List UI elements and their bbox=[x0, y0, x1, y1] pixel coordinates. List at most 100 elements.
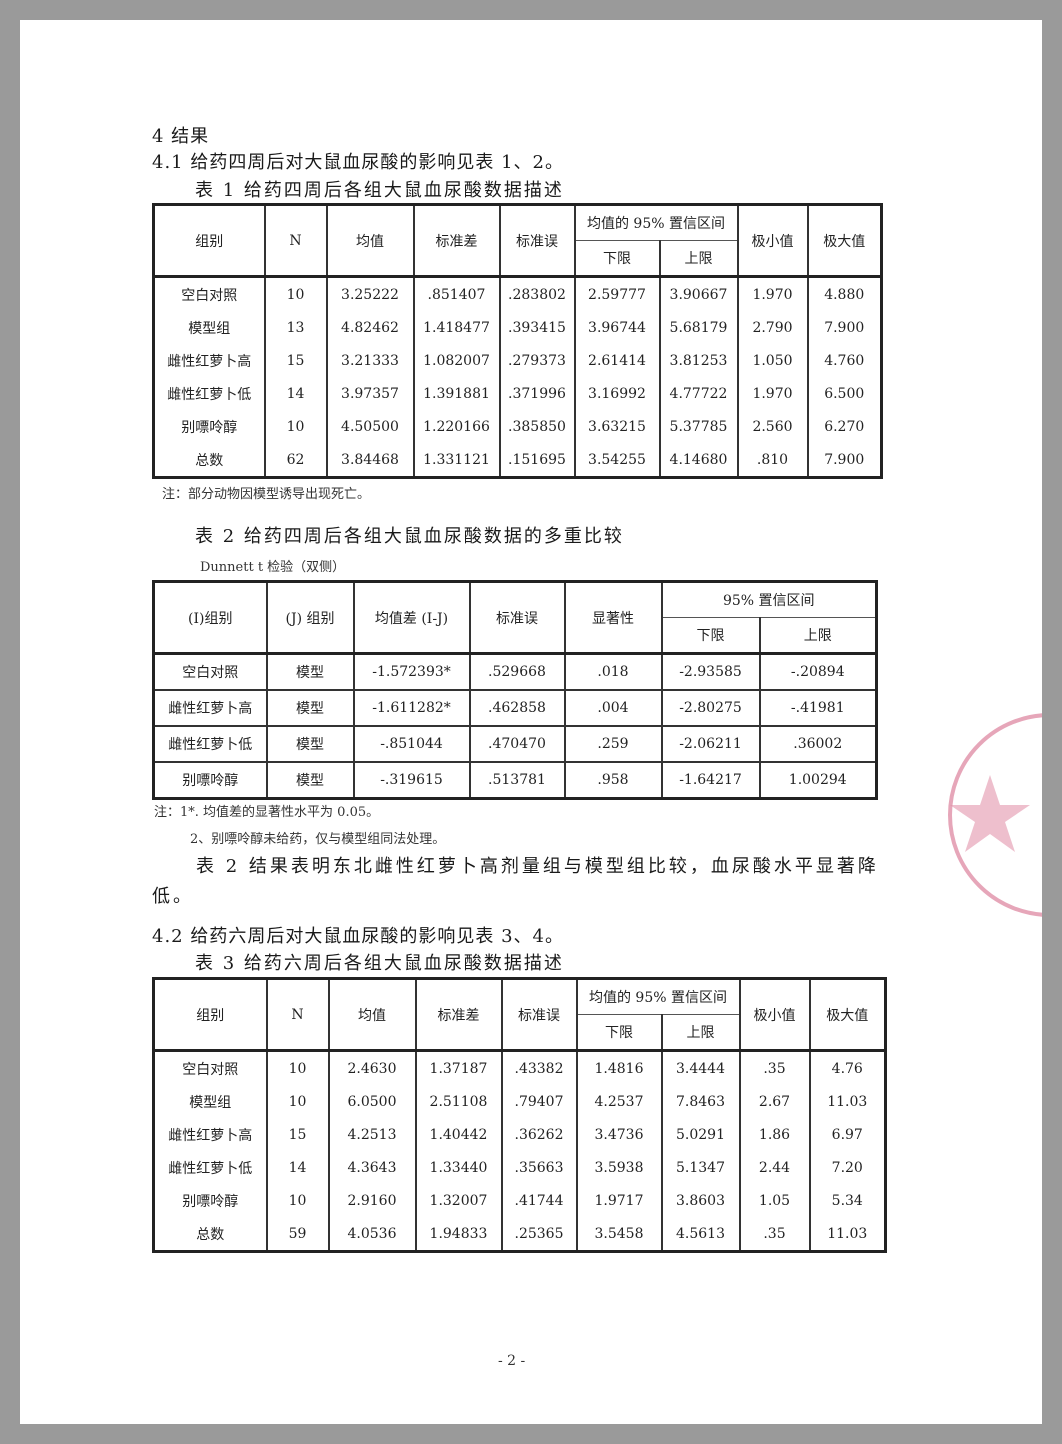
body-cell: 模型 bbox=[265, 725, 355, 762]
header-cell: 标准误 bbox=[468, 581, 566, 655]
data-table: 组别 N 均值 标准差 标准误 均值的 95% 置信区间 极小值 极大值 下限 上限 空白对照 10 3… bbox=[152, 203, 883, 479]
body-cell: 15 bbox=[263, 344, 328, 377]
body-cell: .25365 bbox=[500, 1217, 578, 1252]
body-cell: -.851044 bbox=[352, 725, 471, 762]
header-row: 组别 N 均值 标准差 标准误 均值的 95% 置信区间 极小值 极大值 bbox=[152, 204, 883, 278]
body-cell: 1.37187 bbox=[414, 1050, 503, 1085]
body-cell: 14 bbox=[265, 1151, 330, 1184]
body-cell: 别嘌呤醇 bbox=[152, 410, 266, 443]
body-row: 别嘌呤醇 模型 -.319615.513781.958 -1.64217 1.00294 bbox=[152, 761, 878, 799]
body-cell: 7.900 bbox=[806, 443, 883, 478]
body-row: 雌性红萝卜高 15 3.21333 1.082007.279373 2.61414 3.8… bbox=[152, 344, 883, 377]
paragraph: 表 2 结果表明东北雌性红萝卜高剂量组与模型组比较，血尿酸水平显著降低。 bbox=[152, 856, 879, 907]
body-cell: 3.21333 bbox=[325, 344, 415, 377]
body-cell: 3.4736 bbox=[575, 1118, 663, 1151]
body-cell: .004 bbox=[563, 689, 663, 726]
body-cell: 3.90667 bbox=[658, 276, 739, 311]
body-cell: .393415 bbox=[498, 311, 576, 344]
body-row: 模型组 13 4.82462 1.418477.393415 3.96744 5.6817… bbox=[152, 311, 883, 344]
header-cell: 标准误 bbox=[498, 204, 576, 278]
header-cell: 标准误 bbox=[500, 978, 578, 1052]
body-row: 总数 59 4.0536 1.94833.25365 3.5458 4.5613.35 11… bbox=[152, 1217, 887, 1252]
body-cell: 2.790 bbox=[736, 311, 809, 344]
body-cell: 4.76 bbox=[808, 1050, 887, 1085]
body-cell: 雌性红萝卜低 bbox=[152, 1151, 268, 1184]
body-cell: 2.61414 bbox=[573, 344, 661, 377]
body-cell: .36262 bbox=[500, 1118, 578, 1151]
body-cell: 2.67 bbox=[738, 1085, 811, 1118]
body-cell: .283802 bbox=[498, 276, 576, 311]
header-cell: 显著性 bbox=[563, 581, 663, 655]
header-cell: 95% 置信区间 bbox=[660, 581, 878, 618]
page-number: - 2 - bbox=[498, 1353, 526, 1369]
body-row: 模型组 10 6.0500 2.51108.79407 4.2537 7.8463 2.67… bbox=[152, 1085, 887, 1118]
body-cell: 2.51108 bbox=[414, 1085, 503, 1118]
table-head: 组别 N 均值 标准差 标准误 均值的 95% 置信区间 极小值 极大值 下限 上限 bbox=[152, 204, 883, 278]
header-cell: 组别 bbox=[152, 204, 266, 278]
body-cell: 1.86 bbox=[738, 1118, 811, 1151]
body-cell: 雌性红萝卜高 bbox=[152, 1118, 268, 1151]
body-cell: 10 bbox=[265, 1050, 330, 1085]
body-cell: 1.40442 bbox=[414, 1118, 503, 1151]
header-cell: 下限 bbox=[575, 1014, 663, 1052]
header-cell: N bbox=[263, 204, 328, 278]
table-note: 注：1*. 均值差的显著性水平为 0.05。 bbox=[154, 805, 380, 820]
body-cell: 别嘌呤醇 bbox=[152, 1184, 268, 1217]
table-caption: 表 2 给药四周后各组大鼠血尿酸数据的多重比较 bbox=[195, 526, 624, 547]
stamp-ring bbox=[948, 713, 1042, 917]
body-cell: -2.93585 bbox=[660, 652, 761, 690]
body-cell: 4.77722 bbox=[658, 377, 739, 410]
body-cell: 雌性红萝卜低 bbox=[152, 377, 266, 410]
header-cell: N bbox=[265, 978, 330, 1052]
body-cell: 4.760 bbox=[806, 344, 883, 377]
body-cell: 4.3643 bbox=[327, 1151, 417, 1184]
body-cell: 空白对照 bbox=[152, 276, 266, 311]
body-cell: 3.54255 bbox=[573, 443, 661, 478]
body-cell: 3.5458 bbox=[575, 1217, 663, 1252]
body-row: 空白对照 10 3.25222.851407.283802 2.59777 3.9066… bbox=[152, 276, 883, 311]
body-cell: -1.64217 bbox=[660, 761, 761, 799]
body-cell: 5.0291 bbox=[660, 1118, 741, 1151]
header-cell: 极小值 bbox=[738, 978, 811, 1052]
body-row: 空白对照 10 2.4630 1.37187.43382 1.4816 3.4444.35… bbox=[152, 1050, 887, 1085]
body-cell: .851407 bbox=[412, 276, 501, 311]
body-cell: .371996 bbox=[498, 377, 576, 410]
body-cell: 1.391881 bbox=[412, 377, 501, 410]
body-row: 别嘌呤醇 10 2.9160 1.32007.41744 1.9717 3.8603 1.0… bbox=[152, 1184, 887, 1217]
body-cell: 1.050 bbox=[736, 344, 809, 377]
header-cell: 极大值 bbox=[806, 204, 883, 278]
body-cell: 3.63215 bbox=[573, 410, 661, 443]
body-cell: .35663 bbox=[500, 1151, 578, 1184]
header-row: 组别 N 均值 标准差 标准误 均值的 95% 置信区间 极小值 极大值 bbox=[152, 978, 887, 1052]
body-cell: 6.0500 bbox=[327, 1085, 417, 1118]
header-cell: 均值的 95% 置信区间 bbox=[573, 204, 739, 241]
table-subtitle: Dunnett t 检验（双侧） bbox=[200, 560, 346, 575]
body-cell: 1.970 bbox=[736, 276, 809, 311]
body-cell: .462858 bbox=[468, 689, 566, 726]
body-cell: 1.970 bbox=[736, 377, 809, 410]
body-cell: 2.9160 bbox=[327, 1184, 417, 1217]
body-cell: 4.880 bbox=[806, 276, 883, 311]
body-cell: .385850 bbox=[498, 410, 576, 443]
body-cell: 4.0536 bbox=[327, 1217, 417, 1252]
body-cell: 别嘌呤醇 bbox=[152, 761, 268, 799]
body-cell: 总数 bbox=[152, 1217, 268, 1252]
header-cell: 上限 bbox=[758, 617, 878, 655]
body-cell: .018 bbox=[563, 652, 663, 690]
body-cell: 3.8603 bbox=[660, 1184, 741, 1217]
body-cell: 1.220166 bbox=[412, 410, 501, 443]
body-cell: 1.00294 bbox=[758, 761, 878, 799]
body-cell: 雌性红萝卜低 bbox=[152, 725, 268, 762]
section-title: 4.1 给药四周后对大鼠血尿酸的影响见表 1、2。 bbox=[152, 152, 564, 173]
body-cell: 4.2513 bbox=[327, 1118, 417, 1151]
body-cell: .35 bbox=[738, 1217, 811, 1252]
body-cell: 1.082007 bbox=[412, 344, 501, 377]
table-body: 空白对照 模型 -1.572393* .529668.018 -2.93585 -.208… bbox=[152, 652, 878, 799]
body-cell: 模型组 bbox=[152, 311, 266, 344]
section-title: 4.2 给药六周后对大鼠血尿酸的影响见表 3、4。 bbox=[152, 926, 564, 947]
header-row: (I)组别 (J) 组别 均值差 (I-J) 标准误 显著性 95% 置信区间 bbox=[152, 581, 878, 655]
body-cell: 59 bbox=[265, 1217, 330, 1252]
body-cell: 6.500 bbox=[806, 377, 883, 410]
table-body: 空白对照 10 3.25222.851407.283802 2.59777 3.9066… bbox=[152, 276, 883, 478]
